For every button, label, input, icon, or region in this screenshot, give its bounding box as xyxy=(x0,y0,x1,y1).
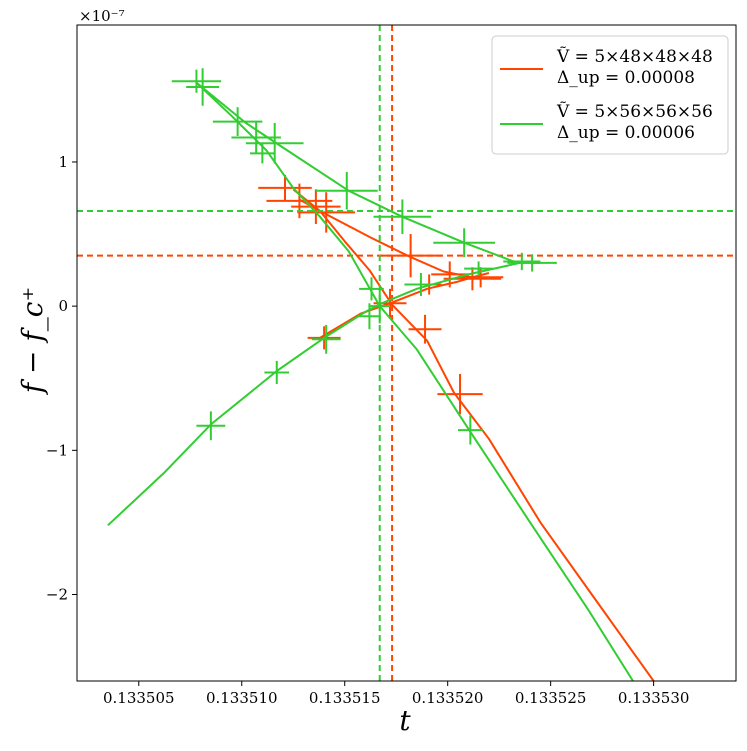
data-point-series-1-6 xyxy=(315,172,378,210)
data-point-series-1-0 xyxy=(171,69,222,93)
data-point-series-1-8 xyxy=(433,228,496,258)
y-multiplier: ×10⁻⁷ xyxy=(79,7,125,25)
x-tick-label-2: 0.133515 xyxy=(309,689,381,707)
x-tick-label-3: 0.133520 xyxy=(412,689,484,707)
data-point-series-0-4 xyxy=(379,234,442,278)
x-axis-label: t xyxy=(399,704,411,737)
y-tick-label-3: 1 xyxy=(58,153,68,171)
x-tick-label-1: 0.133510 xyxy=(206,689,278,707)
data-point-series-0-9 xyxy=(408,314,442,344)
data-point-series-1-15 xyxy=(359,303,380,330)
legend-label-series-1: Ṽ = 5×56×56×56 xyxy=(556,101,713,122)
data-layer xyxy=(77,25,736,681)
data-point-series-1-17 xyxy=(264,360,290,384)
series-1-curve xyxy=(195,81,634,681)
series-1-curve2 xyxy=(107,261,541,527)
data-point-series-1-16 xyxy=(311,324,341,354)
data-point-series-1-4 xyxy=(249,143,275,164)
y-tick-label-2: 0 xyxy=(58,297,68,315)
series-1-curve3 xyxy=(195,81,541,264)
legend-delta-series-1: Δ_up = 0.00006 xyxy=(557,123,695,143)
data-point-series-1-10 xyxy=(507,254,557,272)
data-point-series-0-0 xyxy=(258,174,312,201)
data-point-series-1-11 xyxy=(464,261,493,276)
legend-label-series-0: Ṽ = 5×48×48×48 xyxy=(556,46,713,67)
x-tick-label-4: 0.133525 xyxy=(515,689,587,707)
legend: Ṽ = 5×48×48×48 Δ_up = 0.00008 Ṽ = 5×56×5… xyxy=(491,35,729,155)
data-point-series-0-2 xyxy=(291,189,341,224)
data-point-series-1-1 xyxy=(186,68,220,106)
data-point-series-0-7 xyxy=(457,267,504,288)
data-point-series-1-9 xyxy=(503,252,541,271)
data-point-series-1-2 xyxy=(212,107,263,137)
y-tick-label-1: −1 xyxy=(46,441,68,459)
x-tick-label-0: 0.133505 xyxy=(103,689,175,707)
tick-layer: 0.133505 0.133510 0.133515 0.133520 0.133525… xyxy=(46,153,690,707)
data-point-series-0-3 xyxy=(297,192,356,233)
x-tick-label-5: 0.133530 xyxy=(618,689,690,707)
data-point-series-1-14 xyxy=(369,288,391,324)
data-point-series-1-12 xyxy=(404,272,438,297)
data-point-series-1-18 xyxy=(196,411,226,441)
y-tick-label-0: −2 xyxy=(46,585,68,603)
data-point-series-1-3 xyxy=(231,121,281,154)
legend-box xyxy=(491,35,729,155)
series-0-curve xyxy=(292,188,655,681)
legend-delta-series-0: Δ_up = 0.00008 xyxy=(557,68,695,88)
data-point-series-1-5 xyxy=(245,123,304,164)
y-axis-label: f − f_c⁺ xyxy=(16,287,49,395)
axes-frame xyxy=(76,24,737,682)
data-point-series-1-7 xyxy=(373,199,432,235)
data-point-series-1-19 xyxy=(457,415,483,445)
data-point-series-0-5 xyxy=(431,261,469,288)
